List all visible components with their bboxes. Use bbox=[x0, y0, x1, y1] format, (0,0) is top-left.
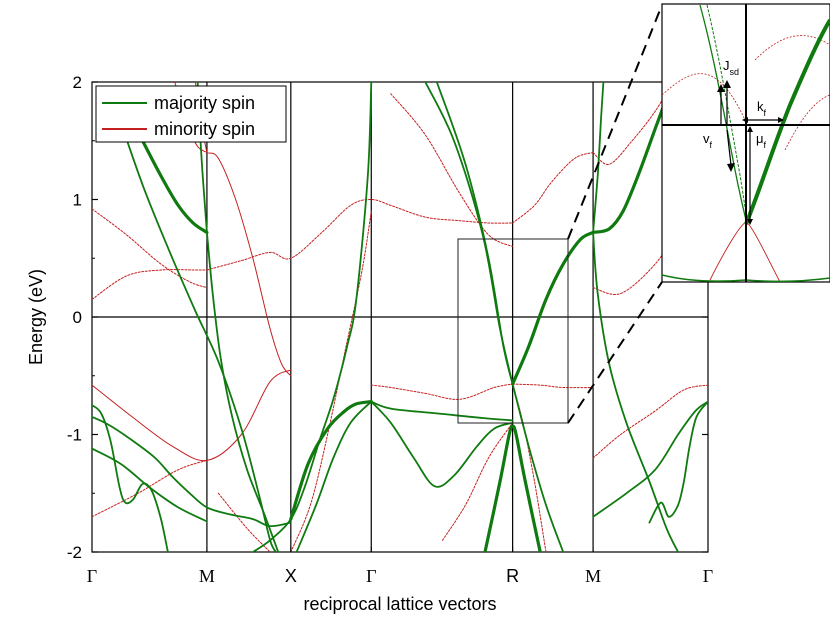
minority-band-9 bbox=[370, 383, 514, 400]
majority-band-7 bbox=[252, 82, 373, 552]
majority-band-16 bbox=[591, 82, 674, 234]
minority-band-7 bbox=[217, 492, 271, 552]
y-tick-label-1: -1 bbox=[67, 426, 82, 445]
majority-band-11 bbox=[370, 400, 514, 488]
zoom-connector-top bbox=[567, 4, 663, 240]
zoom-region-box bbox=[457, 238, 569, 424]
x-tick-label-0: Γ bbox=[87, 566, 97, 586]
majority-band-1 bbox=[92, 416, 292, 528]
majority-band-14 bbox=[435, 82, 514, 385]
x-tick-label-2: X bbox=[285, 566, 297, 586]
inset-label-muf: μf bbox=[756, 131, 767, 150]
x-tick-label-3: Γ bbox=[366, 566, 376, 586]
minority-band-11 bbox=[512, 383, 594, 389]
x-tick-label-5: M bbox=[585, 566, 601, 586]
minority-band-14 bbox=[592, 384, 708, 459]
majority-band-21 bbox=[648, 400, 708, 524]
y-axis-label: Energy (eV) bbox=[26, 269, 46, 365]
majority-band-19 bbox=[511, 383, 565, 552]
legend-label-majority: majority spin bbox=[154, 93, 255, 113]
x-tick-label-6: Γ bbox=[703, 566, 713, 586]
minority-spin-bands bbox=[92, 82, 708, 552]
y-axis-ticks: -2 -1 0 1 2 bbox=[67, 73, 708, 562]
majority-band-12 bbox=[483, 424, 542, 552]
inset-label-vf: vf bbox=[703, 131, 713, 150]
majority-band-9 bbox=[295, 400, 373, 552]
inset-majority-band-thick bbox=[744, 18, 830, 225]
minority-band-3 bbox=[92, 459, 208, 518]
minority-band-8 bbox=[290, 210, 372, 552]
inset-zoom-panel: Jsd kf vf μf bbox=[661, 3, 830, 283]
majority-band-18 bbox=[592, 231, 679, 552]
legend-box bbox=[95, 85, 287, 143]
majority-band-0 bbox=[92, 404, 169, 552]
majority-band-17 bbox=[592, 82, 605, 234]
inset-minority-band-4 bbox=[784, 94, 830, 151]
x-tick-label-1: M bbox=[199, 566, 215, 586]
x-axis-label: reciprocal lattice vectors bbox=[303, 594, 496, 614]
minority-band-13 bbox=[592, 82, 673, 165]
minority-band-4 bbox=[92, 208, 208, 289]
inset-minority-band-1 bbox=[662, 73, 746, 121]
minority-band-5 bbox=[92, 269, 208, 300]
majority-band-2 bbox=[92, 447, 208, 523]
inset-majority-band-a bbox=[699, 4, 748, 225]
legend: majority spin minority spin bbox=[95, 85, 287, 143]
zoom-connector-bottom bbox=[567, 281, 663, 424]
x-tick-label-4: R bbox=[506, 566, 519, 586]
y-tick-label-4: 2 bbox=[73, 73, 82, 92]
y-tick-label-2: 0 bbox=[73, 308, 82, 327]
minority-band-6 bbox=[206, 199, 514, 271]
inset-arrow-vf bbox=[726, 129, 732, 166]
majority-band-10 bbox=[370, 400, 514, 422]
majority-band-20 bbox=[592, 400, 708, 518]
minority-band-16 bbox=[390, 93, 514, 247]
inset-label-jsd: Jsd bbox=[723, 58, 739, 77]
y-tick-label-0: -2 bbox=[67, 543, 82, 562]
majority-band-8 bbox=[289, 400, 373, 521]
minority-band-12 bbox=[512, 152, 594, 224]
minority-band-10 bbox=[512, 383, 547, 552]
majority-band-3 bbox=[141, 139, 209, 234]
inset-label-kf: kf bbox=[757, 99, 767, 118]
legend-label-minority: minority spin bbox=[154, 119, 255, 139]
y-tick-label-3: 1 bbox=[73, 191, 82, 210]
majority-band-6 bbox=[114, 104, 277, 552]
majority-band-15 bbox=[511, 230, 595, 386]
minority-band-17 bbox=[442, 422, 514, 541]
